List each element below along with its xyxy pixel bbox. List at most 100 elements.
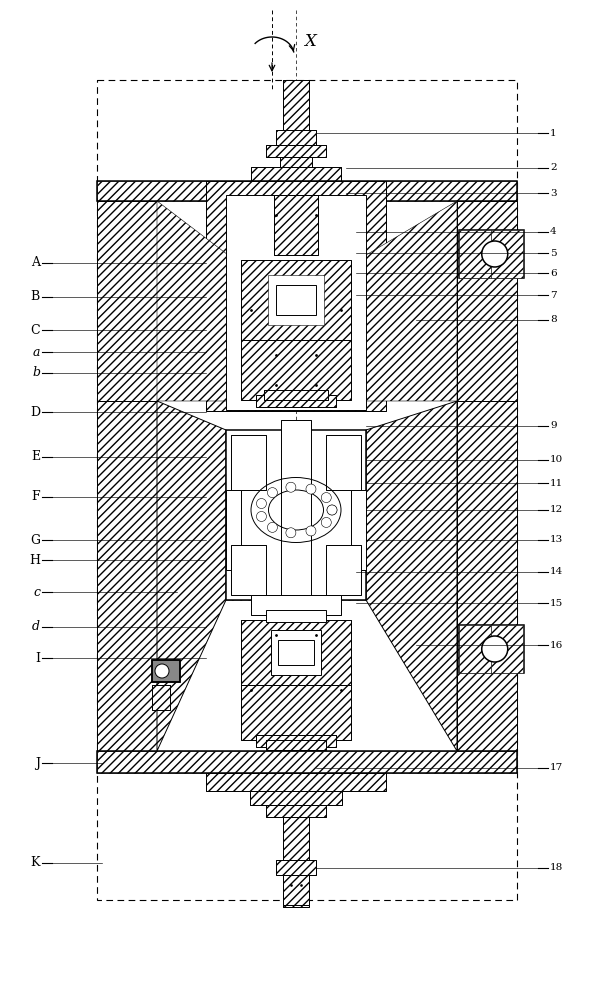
Circle shape <box>306 526 316 536</box>
Bar <box>241 440 351 590</box>
Bar <box>97 80 517 900</box>
Bar <box>283 875 309 905</box>
Bar <box>326 435 361 490</box>
Bar <box>276 860 316 875</box>
Bar <box>251 167 341 181</box>
Text: 11: 11 <box>550 479 563 488</box>
Bar <box>268 275 324 325</box>
Bar <box>97 201 157 401</box>
Bar <box>241 620 351 685</box>
Bar <box>271 630 321 675</box>
Bar <box>97 201 157 401</box>
Text: a: a <box>33 346 40 359</box>
Text: 13: 13 <box>550 536 563 544</box>
Bar <box>351 490 366 570</box>
Bar <box>274 195 318 255</box>
Text: 17: 17 <box>550 764 563 772</box>
Bar <box>226 430 366 600</box>
Text: C: C <box>30 324 40 336</box>
Text: 6: 6 <box>550 268 556 277</box>
Polygon shape <box>356 201 457 401</box>
Bar <box>276 130 316 145</box>
Text: 18: 18 <box>550 863 563 872</box>
Bar <box>231 435 266 490</box>
Bar <box>97 751 517 773</box>
Bar <box>231 545 266 595</box>
Text: 1: 1 <box>550 128 556 137</box>
Text: c: c <box>33 585 40 598</box>
Bar <box>152 660 180 682</box>
Bar <box>264 390 328 400</box>
Bar <box>241 620 351 685</box>
Bar <box>241 340 351 400</box>
Text: I: I <box>35 652 40 664</box>
Text: 4: 4 <box>550 228 556 236</box>
Text: 10: 10 <box>550 456 563 464</box>
Bar <box>283 817 309 907</box>
Bar <box>251 595 341 615</box>
Bar <box>280 157 312 167</box>
Bar <box>280 157 312 167</box>
Bar <box>241 260 351 340</box>
Bar <box>459 230 491 278</box>
Bar <box>226 195 366 410</box>
Bar <box>281 420 311 630</box>
Bar <box>457 201 517 401</box>
Bar <box>326 545 361 595</box>
Bar <box>459 625 491 673</box>
Bar <box>251 167 341 181</box>
Bar <box>241 685 351 740</box>
Bar <box>326 435 361 490</box>
Text: G: G <box>30 534 40 546</box>
Bar <box>152 685 170 710</box>
Circle shape <box>256 499 266 509</box>
Circle shape <box>256 511 266 521</box>
Polygon shape <box>366 401 457 751</box>
Bar <box>241 685 351 740</box>
Circle shape <box>327 505 337 515</box>
Circle shape <box>321 493 332 503</box>
Text: A: A <box>31 256 40 269</box>
Bar <box>266 740 326 750</box>
Text: F: F <box>31 490 40 504</box>
Text: 12: 12 <box>550 506 563 514</box>
Bar <box>276 285 316 315</box>
Bar <box>266 740 326 750</box>
Bar <box>264 390 328 400</box>
Bar <box>250 791 342 805</box>
Bar <box>97 751 517 773</box>
Bar <box>226 490 241 570</box>
Bar <box>231 435 266 490</box>
Text: 15: 15 <box>550 598 563 607</box>
Bar <box>206 773 386 791</box>
Text: 8: 8 <box>550 316 556 324</box>
Bar <box>457 401 517 751</box>
Text: J: J <box>35 756 40 770</box>
Bar <box>283 80 309 135</box>
Bar <box>281 420 311 630</box>
Text: 9: 9 <box>550 422 556 430</box>
Circle shape <box>482 241 508 267</box>
Bar <box>226 490 241 570</box>
Circle shape <box>286 528 296 538</box>
Circle shape <box>268 522 278 532</box>
Text: B: B <box>31 290 40 304</box>
Bar <box>206 181 386 411</box>
Polygon shape <box>157 201 236 401</box>
Bar <box>266 805 326 817</box>
Circle shape <box>321 517 332 527</box>
Bar <box>256 395 336 407</box>
Bar <box>251 595 341 615</box>
Bar <box>283 817 309 907</box>
Bar <box>351 490 366 570</box>
Bar <box>491 230 523 278</box>
Text: 2: 2 <box>550 163 556 172</box>
Bar <box>459 625 524 673</box>
Bar <box>266 145 326 157</box>
Circle shape <box>327 505 337 515</box>
Text: D: D <box>30 406 40 418</box>
Text: b: b <box>32 366 40 379</box>
Bar <box>97 401 157 751</box>
Bar <box>283 875 309 905</box>
Text: 5: 5 <box>550 248 556 257</box>
